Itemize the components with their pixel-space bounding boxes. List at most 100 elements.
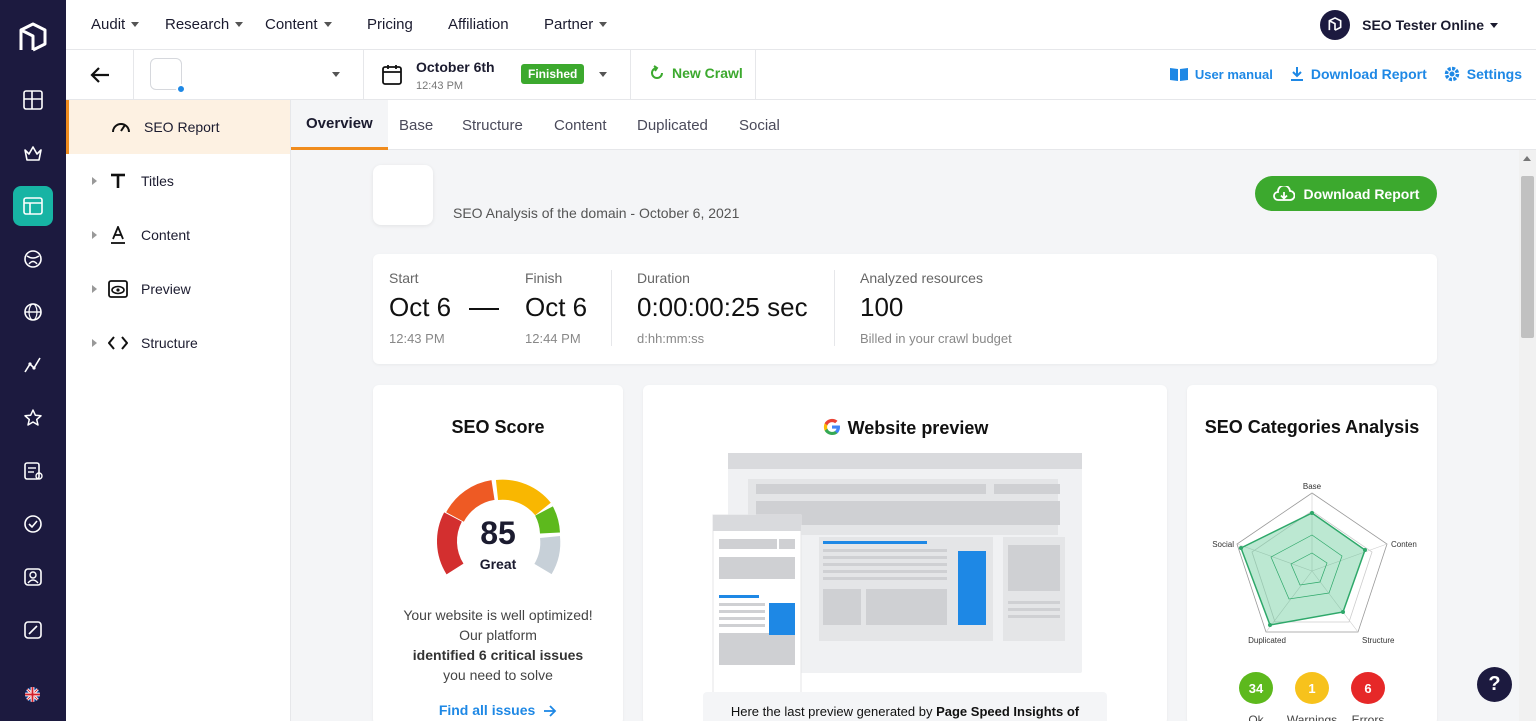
preview-caption: Here the last preview generated by Page … xyxy=(703,692,1107,721)
sidebar-item-preview[interactable]: Preview xyxy=(66,262,290,316)
sidebar-item-seo-report[interactable]: SEO Report xyxy=(66,100,290,154)
sidebar-item-label: Content xyxy=(141,227,191,243)
sidebar-item-titles[interactable]: Titles xyxy=(66,154,290,208)
score-description: Your website is well optimized! Our plat… xyxy=(403,607,593,683)
ok-count-badge[interactable]: 34 xyxy=(1239,672,1273,704)
expand-arrow-icon[interactable] xyxy=(92,177,97,185)
app-logo-icon xyxy=(1328,17,1342,31)
chevron-down-icon xyxy=(235,22,244,27)
expand-arrow-icon[interactable] xyxy=(92,285,97,293)
avatar xyxy=(1320,10,1351,40)
report-tabs: Overview Base Structure Content Duplicat… xyxy=(291,100,1536,150)
download-report-link[interactable]: Download Report xyxy=(1289,66,1427,82)
radar-label-base: Base xyxy=(1303,482,1322,491)
range-dash xyxy=(469,308,499,310)
user-manual-link[interactable]: User manual xyxy=(1169,66,1273,82)
scrollbar-thumb[interactable] xyxy=(1521,176,1534,338)
errors-count-badge[interactable]: 6 xyxy=(1351,672,1385,704)
seo-categories-card: SEO Categories Analysis Base Content Str… xyxy=(1187,385,1437,721)
card-title: SEO Score xyxy=(451,417,545,437)
domain-dropdown-icon[interactable] xyxy=(332,72,340,77)
badge-check-icon[interactable] xyxy=(13,504,53,544)
errors-label: Errors xyxy=(1351,713,1385,721)
divider xyxy=(755,50,756,100)
tab-overview[interactable]: Overview xyxy=(291,100,388,150)
user-name: SEO Tester Online xyxy=(1362,17,1484,33)
nav-pricing[interactable]: Pricing xyxy=(367,16,413,33)
status-dot xyxy=(176,84,186,94)
tab-duplicated[interactable]: Duplicated xyxy=(637,116,708,134)
crawl-stats: Start Oct 6 12:43 PM Finish Oct 6 12:44 … xyxy=(373,254,1437,364)
scrollbar[interactable] xyxy=(1519,150,1536,721)
stat-start: Start Oct 6 12:43 PM xyxy=(389,270,452,346)
chevron-down-icon xyxy=(1490,22,1498,28)
crawl-date: October 6th xyxy=(416,59,495,75)
divider xyxy=(133,50,134,100)
nav-research[interactable]: Research xyxy=(165,16,244,33)
score-gauge: 85 Great xyxy=(437,479,561,575)
expand-arrow-icon[interactable] xyxy=(92,339,97,347)
download-icon xyxy=(1290,67,1303,81)
crawl-dropdown-icon[interactable] xyxy=(599,72,607,77)
radar-label-duplicated: Duplicated xyxy=(1248,636,1286,645)
score-grade: Great xyxy=(480,556,517,572)
nav-affiliation[interactable]: Affiliation xyxy=(448,16,509,33)
nav-audit[interactable]: Audit xyxy=(91,16,140,33)
edit-icon[interactable] xyxy=(13,610,53,650)
calendar-icon[interactable] xyxy=(382,64,402,86)
divider xyxy=(363,50,364,100)
tab-content[interactable]: Content xyxy=(554,116,607,134)
uk-flag-icon[interactable] xyxy=(25,687,40,702)
globe-icon[interactable] xyxy=(13,239,53,279)
seo-checker-icon[interactable] xyxy=(13,186,53,226)
rank-tracker-icon[interactable] xyxy=(13,345,53,385)
warnings-label: Warnings xyxy=(1286,713,1338,721)
card-title: SEO Categories Analysis xyxy=(1204,417,1420,437)
nav-partner[interactable]: Partner xyxy=(544,16,608,33)
radar-label-structure: Structure xyxy=(1362,636,1395,645)
sidebar-item-label: Preview xyxy=(141,281,191,297)
report-toolbar: October 6th 12:43 PM Finished New Crawl … xyxy=(66,50,1536,100)
expand-arrow-icon[interactable] xyxy=(92,231,97,239)
text-format-icon xyxy=(108,225,128,245)
sidebar-item-label: SEO Report xyxy=(144,119,220,135)
find-all-issues-link[interactable]: Find all issues xyxy=(373,702,623,718)
dashboard-icon[interactable] xyxy=(13,80,53,120)
categories-radar-chart: Base Content Structure Duplicated Social xyxy=(1212,482,1417,645)
code-icon xyxy=(108,333,128,353)
download-report-button[interactable]: Download Report xyxy=(1255,176,1437,211)
app-logo-icon[interactable] xyxy=(17,22,49,56)
title-t-icon xyxy=(108,171,128,191)
stat-resources: Analyzed resources 100 Billed in your cr… xyxy=(860,270,1012,346)
user-profile-icon[interactable] xyxy=(13,557,53,597)
user-menu[interactable]: SEO Tester Online xyxy=(1320,10,1498,40)
website-preview-card: Website preview Here the l xyxy=(643,385,1167,721)
settings-link[interactable]: Settings xyxy=(1443,65,1522,83)
crawl-time: 12:43 PM xyxy=(416,80,464,92)
tab-structure[interactable]: Structure xyxy=(462,116,523,134)
sidebar-item-structure[interactable]: Structure xyxy=(66,316,290,370)
tab-social[interactable]: Social xyxy=(739,116,780,134)
radar-label-social: Social xyxy=(1212,540,1234,549)
scroll-up-icon[interactable] xyxy=(1523,156,1531,161)
gear-icon xyxy=(1444,66,1460,82)
divider xyxy=(611,270,612,346)
www-icon[interactable] xyxy=(13,292,53,332)
refresh-icon xyxy=(651,65,663,79)
help-button[interactable]: ? xyxy=(1477,667,1512,702)
seo-score-card: SEO Score 85 Great Your website is well … xyxy=(373,385,623,721)
new-crawl-button[interactable]: New Crawl xyxy=(649,65,743,81)
radar-label-content: Content xyxy=(1391,540,1417,549)
content-editor-icon[interactable] xyxy=(13,451,53,491)
crown-icon[interactable] xyxy=(13,133,53,173)
tab-base[interactable]: Base xyxy=(399,116,434,134)
google-logo-icon xyxy=(823,418,840,435)
divider xyxy=(630,50,631,100)
warnings-count-badge[interactable]: 1 xyxy=(1295,672,1329,704)
ok-label: Ok xyxy=(1248,713,1264,721)
star-icon[interactable] xyxy=(13,398,53,438)
chevron-down-icon xyxy=(599,22,608,27)
back-arrow-icon[interactable] xyxy=(88,63,112,87)
nav-content[interactable]: Content xyxy=(265,16,332,33)
sidebar-item-content[interactable]: Content xyxy=(66,208,290,262)
